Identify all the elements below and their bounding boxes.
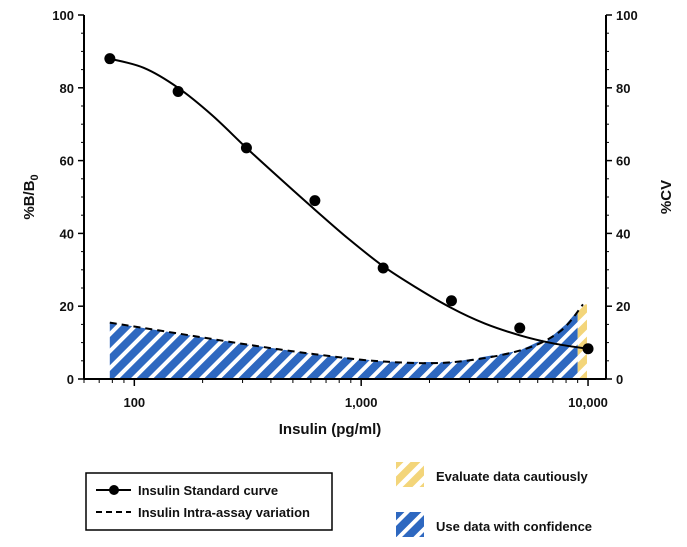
y-tick-label: 100: [52, 8, 74, 23]
y-tick-label: 60: [60, 154, 74, 169]
legend-standard-curve-label: Insulin Standard curve: [138, 483, 278, 498]
region-evaluate-cautiously: [577, 304, 587, 379]
standard-curve-point: [172, 85, 184, 97]
standard-curve-point: [240, 142, 252, 154]
x-axis-title: Insulin (pg/ml): [279, 421, 382, 438]
series-layer: [104, 53, 594, 365]
legend-intra-assay-label: Insulin Intra-assay variation: [138, 505, 310, 520]
y2-axis-title: %CV: [658, 180, 675, 214]
y2-tick-label: 100: [616, 8, 638, 23]
standard-curve-point: [377, 262, 389, 274]
y2-tick-label: 80: [616, 81, 630, 96]
standard-curve-point: [445, 295, 457, 307]
standard-curve-point: [582, 343, 594, 355]
x-tick-label: 10,000: [568, 395, 608, 410]
y-tick-label: 20: [60, 299, 74, 314]
legend-confidence-swatch: [396, 512, 424, 537]
line-legend-box: [85, 472, 333, 531]
y2-tick-label: 20: [616, 299, 630, 314]
standard-curve-point: [514, 322, 526, 334]
x-tick-label: 1,000: [345, 395, 378, 410]
legend-evaluate-swatch: [396, 462, 424, 487]
y-tick-label: 0: [67, 372, 74, 387]
x-tick-label: 100: [123, 395, 145, 410]
legend-confidence-label: Use data with confidence: [436, 519, 592, 534]
y-tick-label: 40: [60, 226, 74, 241]
y-axis-title-subscript: 0: [29, 174, 41, 180]
axes: 0 20 40 60 80 100 0 20 40 60 80 100 100 1,000 10,000: [52, 8, 637, 410]
intra-assay-variation-line: [109, 303, 584, 365]
standard-curve-point: [104, 53, 116, 65]
y-axis-title-main: %B/B: [21, 180, 38, 219]
shaded-regions: [109, 304, 587, 379]
region-legend: Evaluate data cautiously Use data with c…: [396, 462, 592, 537]
y-axis-title: %B/B0: [21, 174, 41, 219]
legend-evaluate-label: Evaluate data cautiously: [436, 469, 588, 484]
y-tick-label: 80: [60, 81, 74, 96]
y2-tick-label: 60: [616, 154, 630, 169]
line-legend: Insulin Standard curve Insulin Intra-ass…: [85, 472, 333, 531]
standard-curve-point: [309, 195, 321, 207]
standard-curve-line: [109, 57, 589, 350]
legend-standard-curve-marker: [109, 485, 119, 495]
y2-tick-label: 40: [616, 226, 630, 241]
y2-tick-label: 0: [616, 372, 623, 387]
region-use-with-confidence: [109, 310, 578, 379]
